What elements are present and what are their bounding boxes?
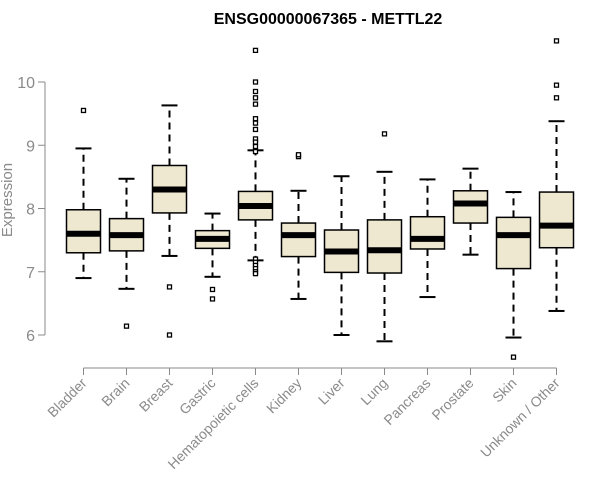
- y-tick-label: 6: [26, 328, 35, 345]
- x-tick-label: Breast: [136, 375, 176, 415]
- x-tick-label: Brain: [98, 375, 132, 409]
- iqr-box: [452, 190, 489, 224]
- outlier-point: [510, 354, 517, 360]
- x-tick-label: Kidney: [263, 375, 305, 417]
- y-axis-label: Expression: [0, 163, 16, 237]
- outlier-point: [166, 284, 173, 290]
- box-unknown-other: [538, 38, 575, 312]
- outlier-point: [252, 47, 259, 54]
- iqr-box: [409, 215, 446, 250]
- outlier-point: [252, 143, 259, 150]
- outlier-point: [553, 82, 560, 88]
- box-lung: [366, 131, 403, 343]
- outlier-point: [553, 38, 560, 44]
- box-pancreas: [409, 178, 446, 299]
- outlier-point: [295, 152, 302, 158]
- iqr-box: [366, 219, 403, 274]
- box-series: [65, 38, 575, 360]
- y-tick-label: 9: [26, 138, 35, 155]
- x-tick-label: Skin: [489, 375, 520, 406]
- x-tick-label: Prostate: [428, 375, 476, 423]
- outlier-point: [252, 101, 259, 107]
- outlier-point: [553, 95, 560, 101]
- outlier-point: [252, 139, 259, 145]
- box-bladder: [65, 107, 102, 280]
- outlier-point: [209, 286, 216, 293]
- outlier-point: [381, 131, 388, 137]
- outlier-point: [252, 148, 259, 155]
- y-axis: 6 7 8 9 10: [17, 75, 46, 345]
- x-tick-label: Lung: [357, 375, 390, 408]
- box-kidney: [280, 152, 317, 300]
- x-tick-label: Gastric: [176, 375, 219, 418]
- outlier-point: [123, 323, 130, 329]
- outlier-point: [252, 270, 259, 277]
- x-tick-label: Unknown / Other: [477, 375, 563, 461]
- x-tick-label: Pancreas: [380, 375, 433, 428]
- outlier-point: [80, 107, 87, 114]
- iqr-box: [495, 216, 532, 270]
- x-tick-label: Liver: [315, 375, 348, 408]
- outlier-point: [252, 95, 259, 101]
- outlier-point: [209, 296, 216, 302]
- iqr-box: [538, 191, 575, 249]
- y-tick-label: 8: [26, 202, 35, 219]
- box-gastric: [194, 212, 231, 302]
- iqr-box: [280, 222, 317, 258]
- box-skin: [495, 191, 532, 360]
- outlier-point: [252, 116, 259, 122]
- y-tick-label: 7: [26, 265, 35, 282]
- outlier-point: [252, 126, 259, 133]
- box-brain: [108, 177, 145, 329]
- box-breast: [151, 104, 188, 338]
- outlier-point: [252, 79, 259, 85]
- outlier-point: [252, 120, 259, 126]
- box-hematopoietic-cells: [237, 47, 274, 277]
- chart-title: ENSG00000067365 - METTL22: [214, 11, 443, 28]
- y-tick-label: 10: [17, 75, 35, 92]
- outlier-point: [252, 88, 259, 95]
- x-tick-label: Bladder: [44, 375, 90, 421]
- box-liver: [323, 175, 360, 336]
- box-prostate: [452, 167, 489, 256]
- outlier-point: [166, 332, 173, 338]
